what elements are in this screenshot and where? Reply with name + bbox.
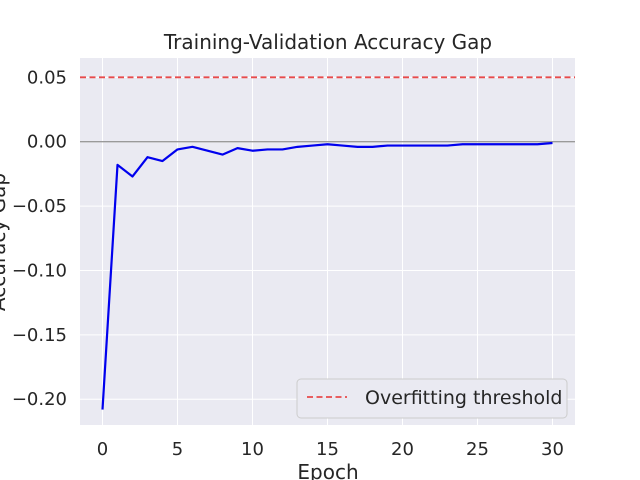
x-axis-ticks: 0 5 10 15 20 25 30 bbox=[97, 439, 564, 460]
x-tick-label: 0 bbox=[97, 439, 108, 460]
x-tick-label: 30 bbox=[541, 439, 564, 460]
y-tick-label: −0.05 bbox=[12, 196, 67, 217]
y-tick-label: 0.00 bbox=[27, 132, 67, 153]
x-axis-title: Epoch bbox=[297, 460, 358, 480]
y-axis-title: Accuracy Gap bbox=[0, 173, 10, 311]
y-tick-label: −0.20 bbox=[12, 389, 67, 410]
reference-lines bbox=[80, 76, 575, 143]
x-tick-label: 25 bbox=[466, 439, 489, 460]
x-tick-label: 5 bbox=[172, 439, 183, 460]
accuracy-gap-line bbox=[101, 141, 553, 410]
legend: Overfitting threshold bbox=[296, 378, 568, 419]
y-axis-ticks: 0.05 0.00 −0.05 −0.10 −0.15 −0.20 bbox=[12, 67, 67, 410]
x-tick-label: 20 bbox=[391, 439, 414, 460]
x-tick-label: 10 bbox=[241, 439, 264, 460]
x-tick-label: 15 bbox=[316, 439, 339, 460]
y-tick-label: 0.05 bbox=[27, 67, 67, 88]
legend-box bbox=[296, 378, 568, 419]
chart-title: Training-Validation Accuracy Gap bbox=[163, 30, 492, 54]
y-tick-label: −0.10 bbox=[12, 260, 67, 281]
legend-label-overfitting-threshold: Overfitting threshold bbox=[365, 387, 562, 409]
series-layer bbox=[101, 141, 553, 410]
y-tick-label: −0.15 bbox=[12, 325, 67, 346]
